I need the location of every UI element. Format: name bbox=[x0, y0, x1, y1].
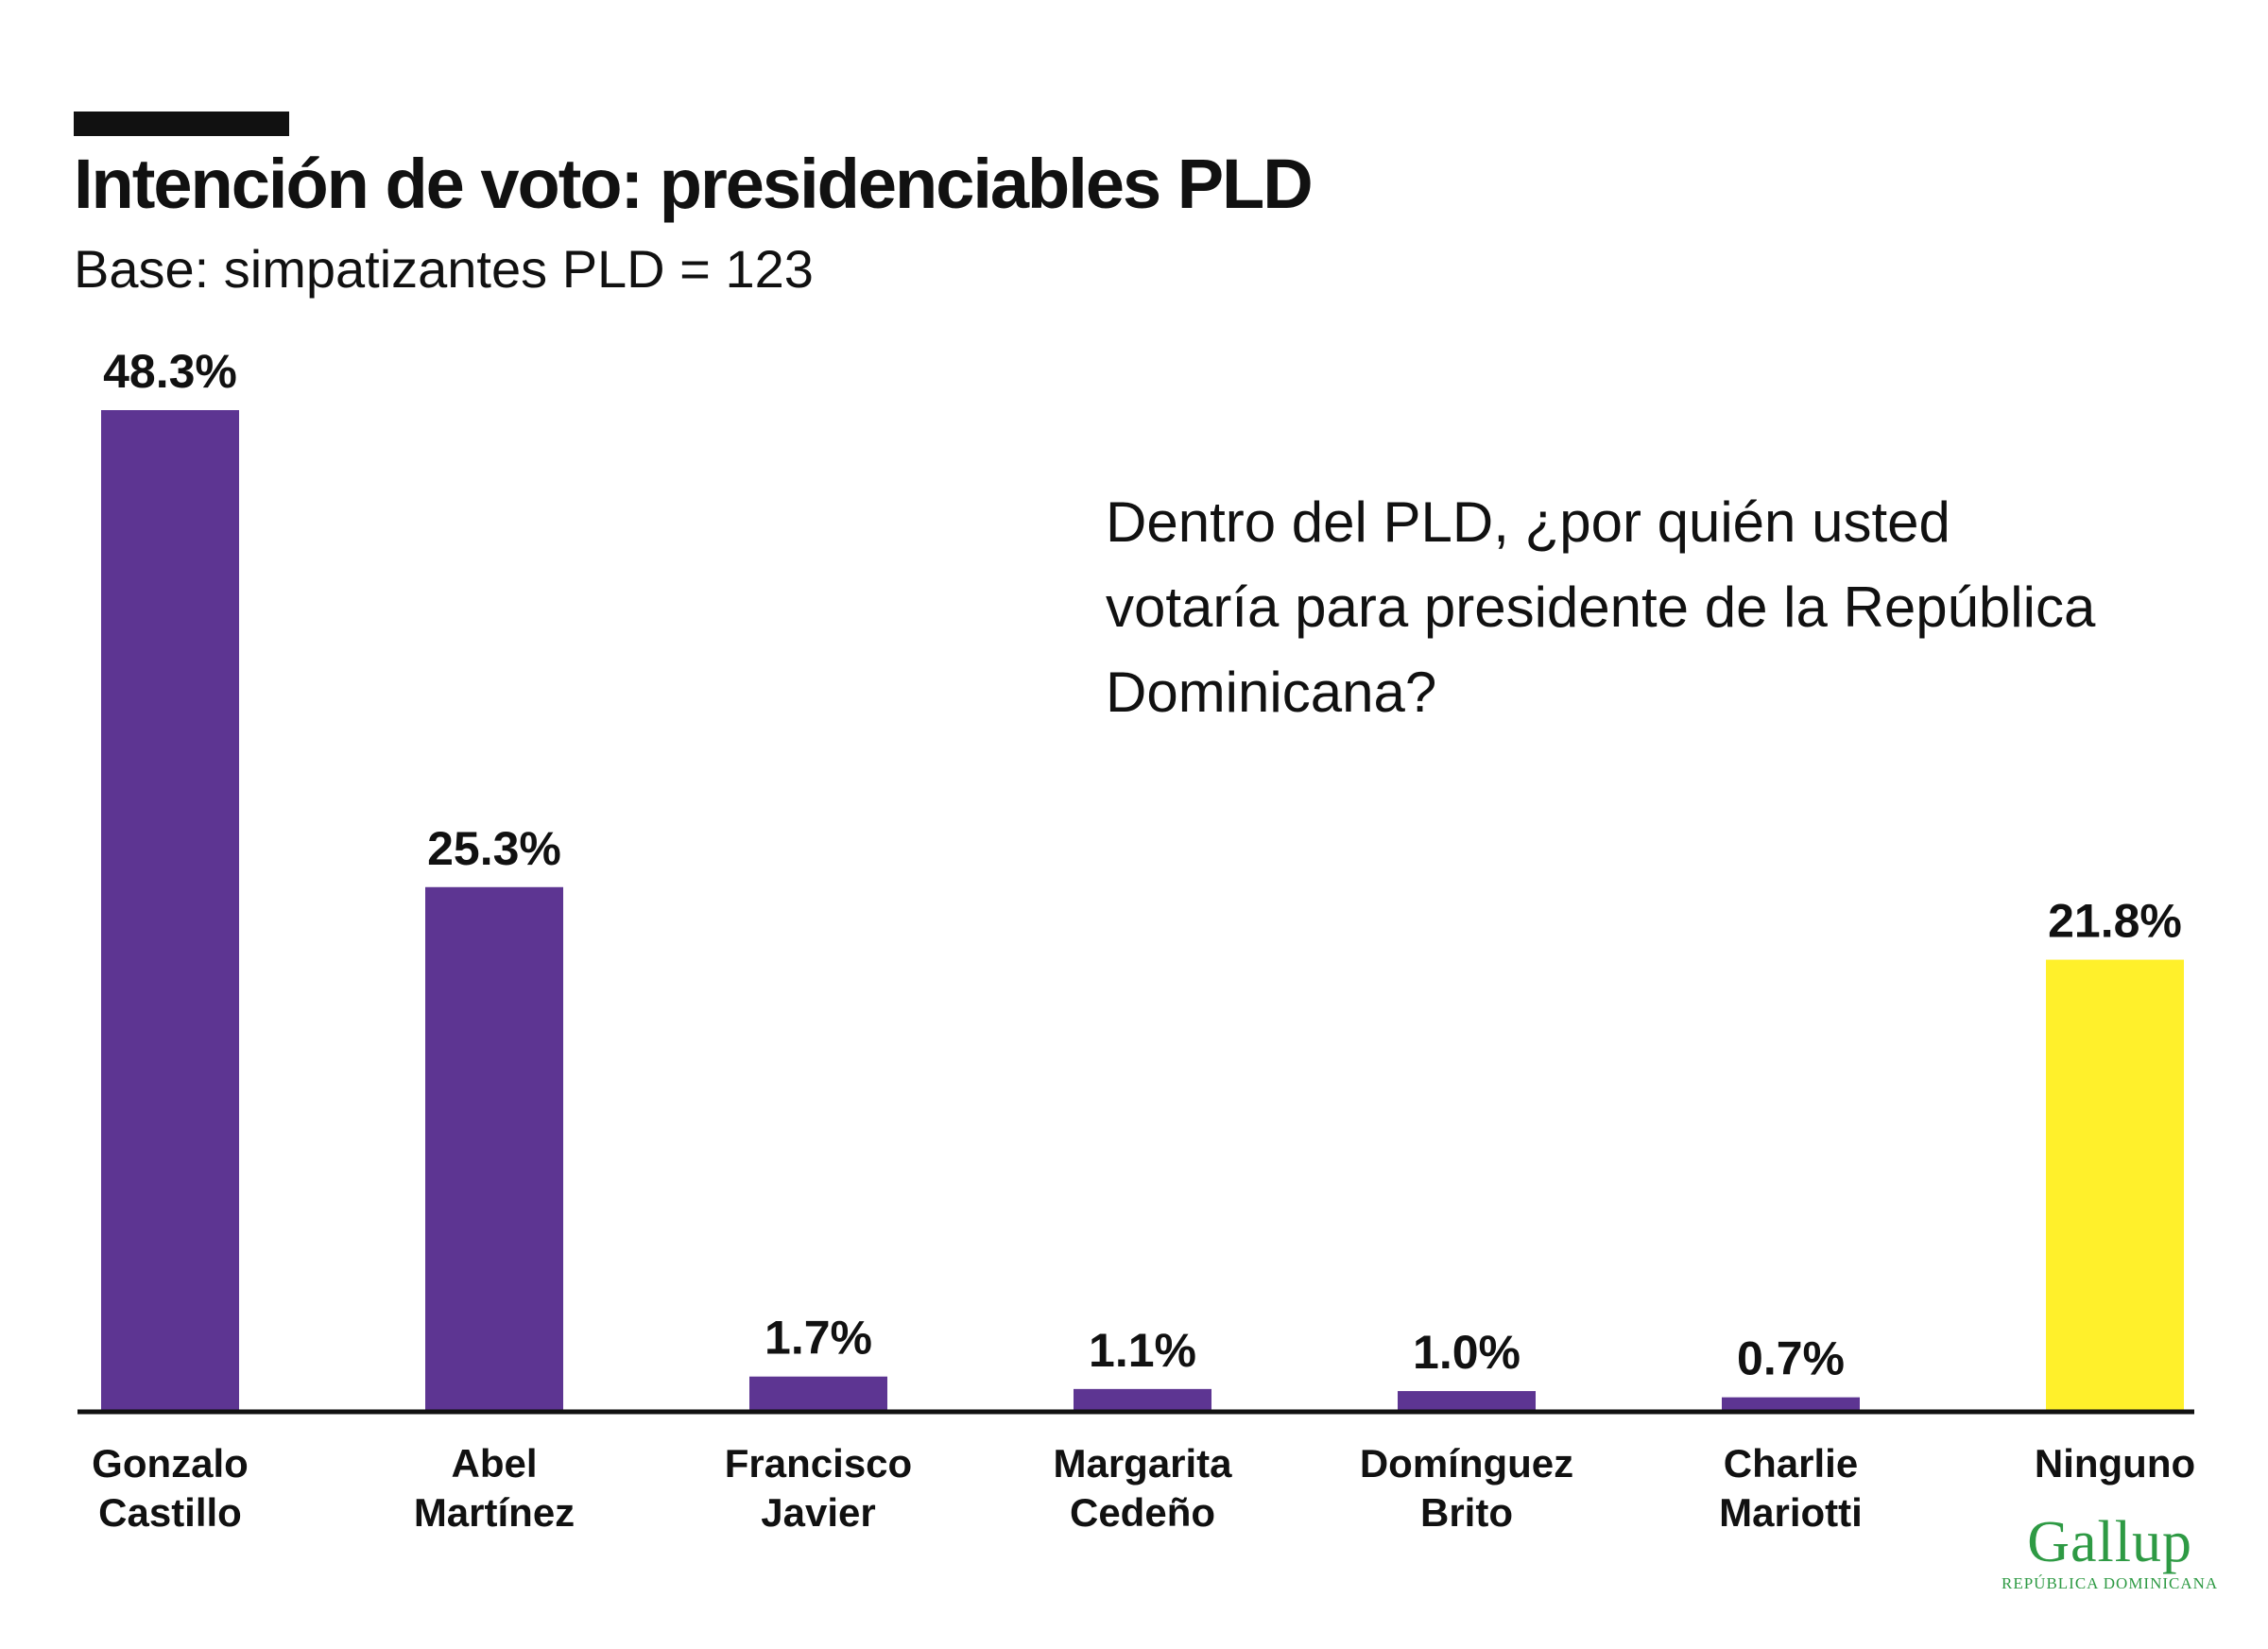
survey-question: Dentro del PLD, ¿por quién usted votaría… bbox=[1106, 490, 2096, 724]
title-accent-rule bbox=[74, 112, 289, 136]
bar-value-label: 1.7% bbox=[765, 1312, 872, 1365]
category-label: Brito bbox=[1420, 1490, 1513, 1535]
category-label: Charlie bbox=[1724, 1441, 1858, 1486]
bar-value-label: 1.0% bbox=[1413, 1326, 1521, 1379]
bar-value-label: 0.7% bbox=[1737, 1332, 1845, 1385]
category-label: Margarita bbox=[1053, 1441, 1232, 1486]
bar-value-label: 1.1% bbox=[1089, 1324, 1196, 1377]
chart-subtitle: Base: simpatizantes PLD = 123 bbox=[74, 239, 814, 299]
category-label: Cedeño bbox=[1070, 1490, 1215, 1535]
category-label: Domínguez bbox=[1360, 1441, 1573, 1486]
category-label: Gonzalo bbox=[92, 1441, 249, 1486]
gallup-logo: Gallup República Dominicana bbox=[2002, 1512, 2218, 1593]
bar bbox=[1074, 1388, 1211, 1412]
chart-title: Intención de voto: presidenciables PLD bbox=[74, 145, 1314, 223]
category-label: Javier bbox=[761, 1490, 875, 1535]
category-label: Castillo bbox=[98, 1490, 242, 1535]
bar bbox=[749, 1376, 887, 1412]
bar bbox=[101, 410, 239, 1412]
category-label: Ninguno bbox=[2035, 1441, 2195, 1486]
bar-value-label: 21.8% bbox=[2048, 895, 2182, 948]
category-label: Francisco bbox=[725, 1441, 912, 1486]
category-label: Mariotti bbox=[1719, 1490, 1863, 1535]
logo-subtitle: República Dominicana bbox=[2002, 1574, 2219, 1592]
category-label: Martínez bbox=[414, 1490, 575, 1535]
bar-value-label: 48.3% bbox=[103, 345, 237, 398]
bar bbox=[1722, 1397, 1860, 1412]
bar bbox=[425, 886, 563, 1412]
category-label: Abel bbox=[451, 1441, 537, 1486]
bar-value-label: 25.3% bbox=[427, 822, 561, 875]
bar bbox=[2046, 959, 2184, 1412]
bar bbox=[1398, 1391, 1536, 1412]
logo-wordmark: Gallup bbox=[2027, 1510, 2192, 1574]
